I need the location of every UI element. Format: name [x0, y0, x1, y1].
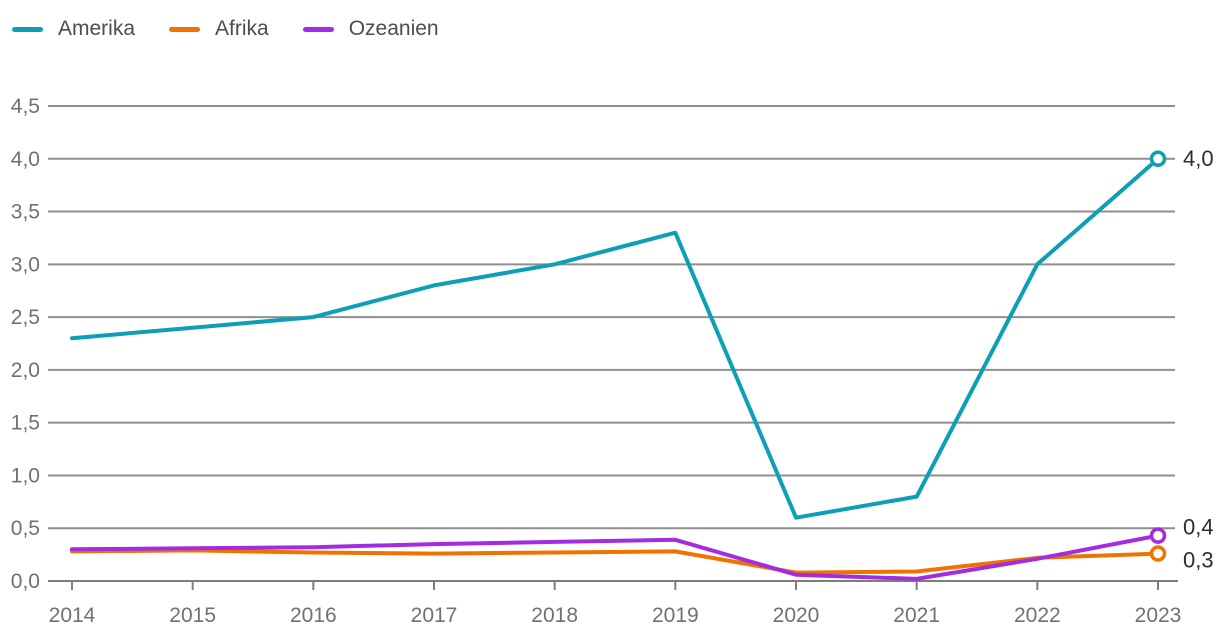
legend-swatch-ozeanien-icon	[302, 26, 334, 32]
y-axis-label: 4,0	[11, 148, 40, 171]
end-value-label-afrika: 0,3	[1183, 548, 1214, 573]
x-axis-label: 2019	[652, 604, 699, 627]
legend-label-afrika: Afrika	[215, 17, 269, 40]
series-line-ozeanien	[70, 533, 1160, 581]
legend-item-amerika: Amerika	[12, 17, 135, 41]
y-axis-label: 3,5	[11, 201, 40, 224]
x-axis-label: 2015	[169, 604, 216, 627]
x-axis-label: 2023	[1135, 604, 1182, 627]
x-axis-label: 2020	[773, 604, 820, 627]
x-axis-label: 2017	[411, 604, 458, 627]
end-marker-ozeanien	[1149, 527, 1167, 544]
x-axis-label: 2022	[1014, 604, 1061, 627]
legend-swatch-amerika-icon	[12, 26, 43, 32]
end-marker-amerika	[1149, 150, 1167, 168]
series-line-amerika	[70, 156, 1160, 520]
legend-item-afrika: Afrika	[169, 17, 269, 41]
y-axis-label: 0,0	[11, 570, 40, 593]
series-line-afrika	[70, 548, 1160, 575]
end-marker-afrika	[1149, 545, 1167, 562]
end-value-label-amerika: 4,0	[1183, 146, 1214, 171]
legend-swatch-afrika-icon	[169, 26, 201, 32]
y-axis-label: 3,0	[11, 253, 40, 276]
legend-label-ozeanien: Ozeanien	[348, 17, 439, 40]
y-axis-label: 1,0	[11, 464, 40, 487]
x-axis-label: 2014	[49, 604, 96, 627]
y-axis-label: 1,5	[11, 412, 40, 435]
y-axis-label: 2,0	[11, 359, 40, 382]
y-axis-label: 4,5	[11, 95, 40, 118]
y-axis-label: 2,5	[11, 306, 40, 329]
legend-item-ozeanien: Ozeanien	[302, 17, 439, 41]
x-axis-label: 2016	[290, 604, 337, 627]
end-value-label-ozeanien: 0,4	[1183, 515, 1214, 540]
y-axis-label: 0,5	[11, 517, 40, 540]
legend-label-amerika: Amerika	[58, 17, 136, 40]
legend: Amerika Afrika Ozeanien	[12, 17, 439, 41]
x-axis-label: 2021	[893, 604, 940, 627]
x-axis-label: 2018	[531, 604, 578, 627]
